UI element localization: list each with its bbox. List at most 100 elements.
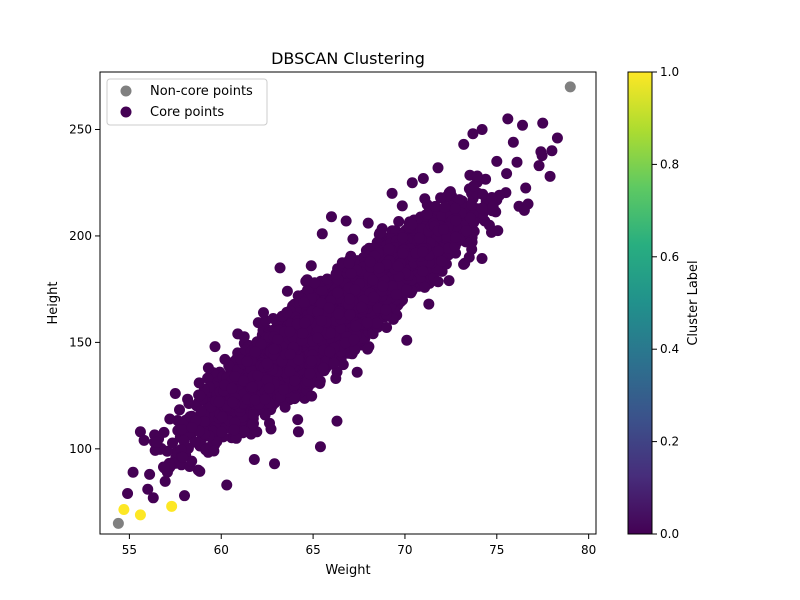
core-point — [349, 344, 361, 356]
core-point — [362, 343, 374, 355]
core-point — [176, 424, 188, 435]
core-point — [167, 437, 178, 449]
core-point — [312, 332, 324, 344]
core-point — [406, 219, 418, 231]
core-point — [228, 424, 240, 436]
core-point — [306, 390, 318, 402]
core-point — [347, 233, 359, 245]
core-point — [413, 232, 425, 244]
core-point — [471, 170, 483, 182]
core-point — [486, 192, 498, 203]
core-point — [339, 337, 351, 349]
core-point — [337, 359, 349, 371]
core-point — [189, 436, 201, 448]
core-point — [249, 346, 261, 358]
core-point — [183, 398, 195, 409]
core-point — [397, 232, 409, 244]
core-point — [306, 355, 318, 367]
core-point — [249, 394, 261, 406]
core-point — [419, 281, 431, 293]
core-point — [333, 308, 344, 320]
core-point — [449, 202, 461, 214]
core-point — [380, 304, 392, 316]
core-point — [194, 465, 206, 477]
core-point — [356, 301, 368, 313]
core-point — [435, 192, 447, 204]
core-point — [330, 268, 342, 280]
core-point — [309, 277, 321, 289]
core-point — [195, 405, 207, 417]
core-point — [477, 188, 489, 200]
core-point — [268, 343, 280, 355]
core-point — [284, 348, 296, 360]
points-layer — [112, 81, 576, 529]
core-point — [202, 372, 214, 384]
core-point — [328, 357, 340, 369]
core-point — [364, 256, 376, 268]
core-point — [252, 370, 264, 382]
core-point — [211, 436, 223, 448]
core-point — [344, 293, 356, 305]
core-point — [216, 411, 228, 423]
core-point — [350, 320, 362, 332]
core-point — [298, 296, 310, 308]
chart-title: DBSCAN Clustering — [271, 49, 425, 68]
core-point — [316, 315, 327, 327]
core-point — [453, 194, 465, 206]
core-point — [480, 173, 492, 185]
core-point — [343, 258, 355, 269]
core-point — [330, 373, 342, 384]
core-point — [272, 334, 284, 345]
core-point — [151, 436, 163, 448]
core-point — [476, 253, 488, 264]
core-point — [292, 414, 304, 426]
core-point — [345, 268, 357, 279]
core-point — [293, 354, 304, 366]
core-point — [178, 435, 190, 447]
core-point — [390, 289, 402, 300]
core-point — [419, 193, 431, 205]
core-point — [281, 306, 293, 318]
core-point — [324, 346, 336, 358]
core-point — [349, 284, 361, 296]
core-point — [511, 156, 523, 168]
core-point — [213, 396, 225, 408]
core-point — [159, 475, 171, 487]
core-point — [238, 425, 250, 437]
core-point — [316, 284, 328, 296]
core-point — [321, 273, 333, 285]
core-point — [432, 276, 444, 288]
core-point — [450, 231, 462, 243]
core-point — [476, 202, 488, 214]
core-point — [259, 393, 271, 405]
core-point — [466, 199, 478, 211]
core-point — [198, 416, 210, 427]
core-point — [247, 418, 259, 430]
core-point — [304, 368, 316, 380]
core-point — [421, 208, 433, 220]
core-point — [450, 215, 462, 227]
core-point — [216, 426, 227, 438]
core-point — [238, 375, 249, 387]
core-point — [377, 280, 389, 292]
core-point — [439, 201, 451, 213]
core-point — [312, 306, 324, 318]
core-point — [464, 212, 476, 224]
core-point — [371, 317, 383, 329]
core-point — [299, 317, 311, 329]
core-point — [226, 382, 238, 394]
core-point — [417, 246, 429, 258]
core-point — [317, 362, 329, 374]
core-point — [289, 393, 300, 405]
core-point — [248, 409, 260, 420]
core-point — [501, 168, 513, 180]
core-point — [348, 334, 360, 346]
core-point — [436, 210, 448, 222]
core-point — [227, 396, 239, 408]
core-point — [393, 216, 405, 227]
core-point — [278, 384, 289, 396]
core-point — [194, 390, 206, 402]
core-point — [367, 274, 379, 286]
core-point — [246, 381, 258, 393]
